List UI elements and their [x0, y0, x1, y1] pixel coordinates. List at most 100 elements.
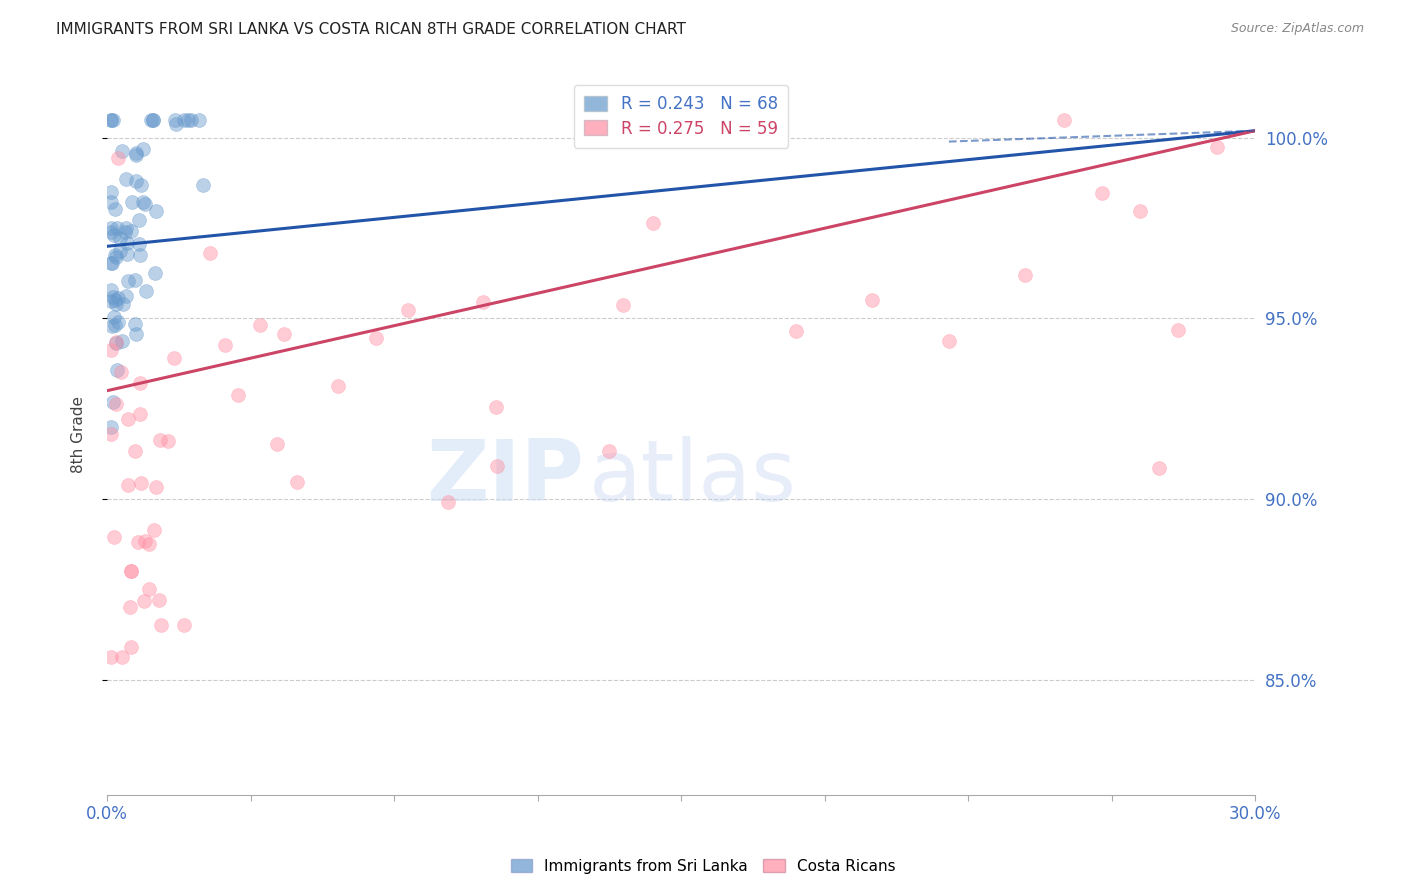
Point — [107, 291, 129, 305]
Point — [120, 640, 142, 654]
Point — [145, 204, 167, 219]
Point — [472, 294, 495, 309]
Point — [142, 112, 165, 127]
Point — [128, 213, 150, 227]
Point — [115, 221, 138, 235]
Point — [101, 395, 124, 409]
Point — [125, 174, 148, 188]
Point — [191, 178, 214, 193]
Point — [187, 112, 209, 127]
Point — [104, 318, 127, 332]
Point — [396, 302, 419, 317]
Point — [266, 437, 288, 451]
Point — [101, 256, 124, 270]
Point — [1053, 112, 1076, 127]
Point — [128, 376, 150, 390]
Point — [1167, 323, 1189, 337]
Point — [124, 148, 146, 162]
Point — [157, 434, 180, 449]
Point — [138, 537, 160, 551]
Point — [127, 535, 149, 549]
Point — [139, 112, 162, 127]
Point — [132, 195, 155, 210]
Point — [128, 408, 150, 422]
Legend: R = 0.243   N = 68, R = 0.275   N = 59: R = 0.243 N = 68, R = 0.275 N = 59 — [574, 85, 787, 147]
Point — [143, 266, 166, 280]
Point — [165, 117, 187, 131]
Point — [100, 112, 122, 127]
Point — [1205, 140, 1227, 154]
Point — [117, 478, 139, 492]
Point — [121, 194, 143, 209]
Point — [364, 331, 387, 345]
Point — [860, 293, 883, 307]
Point — [125, 145, 148, 160]
Point — [114, 289, 136, 303]
Point — [100, 284, 122, 298]
Text: IMMIGRANTS FROM SRI LANKA VS COSTA RICAN 8TH GRADE CORRELATION CHART: IMMIGRANTS FROM SRI LANKA VS COSTA RICAN… — [56, 22, 686, 37]
Point — [100, 195, 122, 210]
Point — [100, 225, 122, 239]
Point — [249, 318, 271, 333]
Point — [104, 250, 127, 264]
Point — [1091, 186, 1114, 201]
Y-axis label: 8th Grade: 8th Grade — [72, 395, 86, 473]
Point — [105, 363, 128, 377]
Point — [124, 273, 146, 287]
Point — [785, 324, 807, 338]
Point — [149, 433, 172, 447]
Point — [226, 388, 249, 402]
Point — [101, 290, 124, 304]
Point — [129, 476, 152, 491]
Point — [485, 459, 508, 474]
Point — [100, 419, 122, 434]
Point — [110, 365, 132, 379]
Point — [117, 274, 139, 288]
Point — [138, 582, 160, 597]
Point — [1014, 268, 1036, 282]
Point — [100, 221, 122, 235]
Point — [177, 112, 200, 127]
Point — [103, 310, 125, 325]
Point — [100, 650, 122, 665]
Point — [149, 618, 172, 632]
Point — [328, 379, 350, 393]
Point — [103, 248, 125, 262]
Point — [173, 618, 195, 632]
Point — [104, 293, 127, 307]
Point — [142, 112, 165, 127]
Point — [120, 564, 142, 578]
Point — [124, 443, 146, 458]
Point — [135, 284, 157, 298]
Point — [114, 225, 136, 239]
Point — [110, 144, 132, 158]
Point — [128, 247, 150, 261]
Legend: Immigrants from Sri Lanka, Costa Ricans: Immigrants from Sri Lanka, Costa Ricans — [505, 853, 901, 880]
Point — [485, 401, 508, 415]
Point — [100, 343, 122, 357]
Point — [285, 475, 308, 489]
Point — [598, 444, 620, 458]
Point — [111, 297, 134, 311]
Point — [100, 256, 122, 270]
Point — [105, 397, 128, 411]
Point — [132, 142, 155, 156]
Point — [101, 319, 124, 334]
Point — [134, 534, 156, 549]
Point — [118, 600, 141, 615]
Point — [273, 326, 295, 341]
Point — [214, 337, 236, 351]
Text: ZIP: ZIP — [426, 436, 583, 519]
Text: atlas: atlas — [589, 436, 797, 519]
Point — [134, 197, 156, 211]
Point — [100, 294, 122, 309]
Point — [108, 231, 131, 245]
Point — [641, 216, 664, 230]
Point — [100, 112, 122, 127]
Point — [120, 224, 142, 238]
Point — [115, 235, 138, 250]
Point — [125, 326, 148, 341]
Point — [104, 202, 127, 217]
Point — [200, 245, 222, 260]
Point — [180, 112, 202, 127]
